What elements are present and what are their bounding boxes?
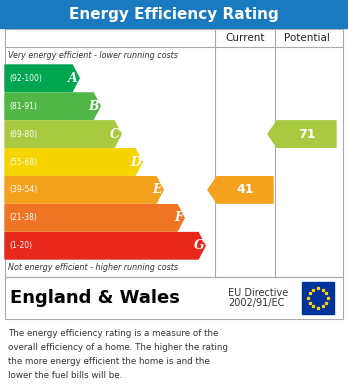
Text: Potential: Potential (284, 33, 330, 43)
Text: the more energy efficient the home is and the: the more energy efficient the home is an… (8, 357, 210, 366)
Polygon shape (5, 149, 142, 175)
Polygon shape (5, 177, 163, 203)
Text: G: G (193, 239, 204, 252)
Text: Very energy efficient - lower running costs: Very energy efficient - lower running co… (8, 52, 178, 61)
Polygon shape (5, 233, 205, 259)
Bar (302, 282, 334, 314)
Text: (21-38): (21-38) (9, 213, 37, 222)
Text: A: A (69, 72, 78, 85)
Bar (5, 29, 343, 277)
Text: Current: Current (225, 33, 265, 43)
Text: (55-68): (55-68) (9, 158, 37, 167)
Text: Not energy efficient - higher running costs: Not energy efficient - higher running co… (8, 264, 178, 273)
Polygon shape (268, 121, 336, 147)
Bar (0, 0, 348, 28)
Polygon shape (5, 204, 184, 231)
Polygon shape (5, 65, 79, 91)
Polygon shape (5, 93, 100, 119)
Text: (69-80): (69-80) (9, 129, 37, 138)
Text: (1-20): (1-20) (9, 241, 32, 250)
Polygon shape (208, 177, 273, 203)
Text: EU Directive: EU Directive (228, 288, 288, 298)
Text: lower the fuel bills will be.: lower the fuel bills will be. (8, 371, 122, 380)
Text: 71: 71 (298, 127, 315, 141)
Text: D: D (130, 156, 141, 169)
Text: 2002/91/EC: 2002/91/EC (228, 298, 284, 308)
Text: (39-54): (39-54) (9, 185, 37, 194)
Text: overall efficiency of a home. The higher the rating: overall efficiency of a home. The higher… (8, 343, 228, 352)
Text: (81-91): (81-91) (9, 102, 37, 111)
Text: 41: 41 (236, 183, 254, 196)
Text: E: E (153, 183, 162, 196)
Text: The energy efficiency rating is a measure of the: The energy efficiency rating is a measur… (8, 329, 219, 338)
Bar (5, 277, 343, 319)
Text: F: F (174, 212, 183, 224)
Text: C: C (110, 127, 120, 141)
Text: England & Wales: England & Wales (10, 289, 180, 307)
Polygon shape (5, 121, 121, 147)
Text: B: B (89, 100, 99, 113)
Text: Energy Efficiency Rating: Energy Efficiency Rating (69, 7, 279, 22)
Text: (92-100): (92-100) (9, 74, 42, 83)
